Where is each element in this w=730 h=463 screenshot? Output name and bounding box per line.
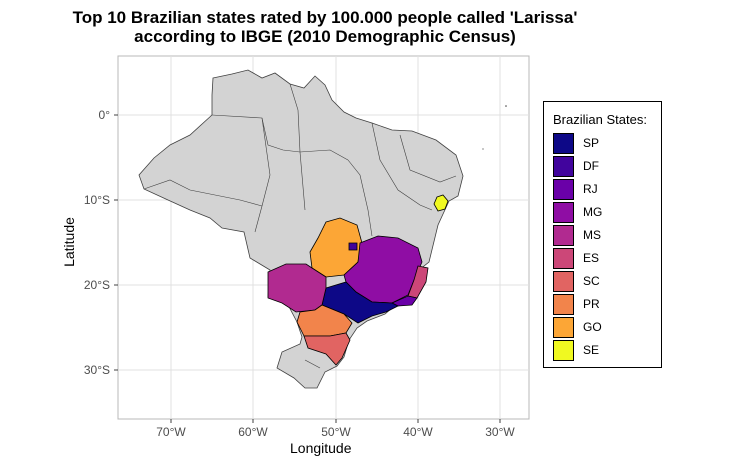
x-axis-title: Longitude [290, 440, 352, 456]
chart-title-line-1: Top 10 Brazilian states rated by 100.000… [72, 8, 578, 27]
legend-label: SC [583, 274, 600, 288]
legend-swatch [553, 340, 574, 361]
island-dot [482, 148, 484, 150]
tick-label-x: 30°W [485, 425, 515, 439]
tick-label-y: 10°S [84, 193, 110, 207]
legend-swatch [553, 133, 574, 154]
tick-label-y: 20°S [84, 278, 110, 292]
legend-label: DF [583, 159, 599, 173]
tick-label-y: 30°S [84, 363, 110, 377]
state-df [348, 242, 358, 251]
legend-swatch [553, 248, 574, 269]
legend: Brazilian States: SP DF RJ MG MS ES SC PR GO SE [543, 101, 662, 368]
tick-label-x: 60°W [238, 425, 268, 439]
border-northeast [371, 122, 433, 211]
tick-label-x: 70°W [156, 425, 186, 439]
border-west [143, 179, 263, 207]
legend-label: MS [583, 228, 601, 242]
tick-label-x: 40°W [403, 425, 433, 439]
state-mg [343, 235, 423, 304]
border-pa [289, 83, 306, 211]
legend-label: ES [583, 251, 600, 265]
legend-swatch [553, 294, 574, 315]
legend-title: Brazilian States: [553, 112, 647, 127]
legend-label: MG [583, 205, 603, 219]
state-sc [303, 332, 351, 366]
border-ce-pe [399, 134, 457, 183]
tick-label-x: 50°W [321, 425, 351, 439]
state-se [433, 194, 449, 212]
tick-label-y: 0° [99, 108, 111, 122]
border-to [347, 159, 373, 237]
border-south [304, 359, 321, 369]
legend-label: GO [583, 320, 602, 334]
legend-label: RJ [583, 182, 598, 196]
state-ms [267, 263, 327, 313]
legend-swatch [553, 179, 574, 200]
legend-swatch [553, 225, 574, 246]
axis-ticks [114, 114, 501, 423]
y-axis-title: Latitude [60, 217, 77, 267]
legend-swatch [553, 317, 574, 338]
legend-label: SE [583, 343, 600, 357]
legend-swatch [553, 156, 574, 177]
state-pr [296, 304, 353, 337]
legend-label: PR [583, 297, 600, 311]
legend-swatch [553, 271, 574, 292]
legend-label: SP [583, 136, 600, 150]
state-borders [143, 83, 457, 369]
legend-swatch [553, 202, 574, 223]
island-dot [505, 105, 507, 107]
border-am-mt [254, 117, 271, 233]
chart-title-line-2: according to IBGE (2010 Demographic Cens… [134, 27, 516, 46]
